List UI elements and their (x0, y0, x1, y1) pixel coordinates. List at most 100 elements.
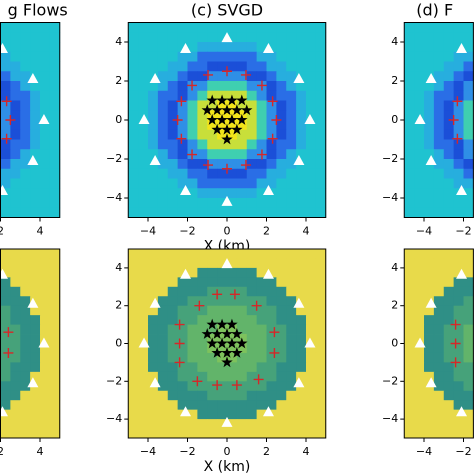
heatmap-cell (236, 188, 248, 199)
heatmap-cell (236, 409, 248, 420)
heatmap-cell (157, 42, 169, 53)
plus-marker (240, 69, 251, 80)
heatmap-cell (20, 277, 31, 288)
heatmap-cell (20, 81, 31, 92)
heatmap-cell (40, 267, 51, 278)
heatmap-cell (266, 390, 277, 401)
heatmap-cell (0, 178, 11, 189)
heatmap-cell (236, 315, 248, 325)
heatmap-cell (197, 51, 208, 62)
x-tick-label: −4 (416, 445, 432, 458)
heatmap-cell (256, 159, 267, 170)
heatmap-cell (306, 149, 317, 160)
heatmap-cell (306, 159, 317, 170)
heatmap-cell (296, 32, 307, 43)
heatmap-cell (276, 249, 287, 259)
heatmap-cell (227, 324, 238, 335)
heatmap-cell (306, 198, 317, 209)
heatmap-cell (246, 178, 258, 189)
heatmap-cell (453, 207, 464, 218)
heatmap-cell (315, 42, 327, 53)
plus-marker (251, 300, 262, 311)
heatmap-cell (167, 286, 179, 297)
heatmap-cell (443, 198, 455, 209)
heatmap-cell (256, 277, 267, 288)
plus-marker (174, 319, 185, 330)
heatmap-cell (20, 343, 31, 354)
heatmap-cell (306, 42, 317, 53)
heatmap-cell (227, 159, 238, 170)
y-tick-label: −4 (106, 412, 122, 425)
heatmap-cell (453, 90, 464, 101)
heatmap-cell (404, 381, 415, 392)
heatmap-cell (227, 428, 238, 439)
heatmap-cell (296, 409, 307, 420)
heatmap-cell (424, 149, 435, 160)
heatmap-cell (49, 381, 61, 392)
heatmap-cell (306, 129, 317, 140)
heatmap-cell (463, 207, 474, 218)
heatmap-cell (187, 324, 198, 335)
heatmap-cell (433, 343, 445, 354)
heatmap-cell (227, 362, 238, 373)
star-marker (226, 318, 238, 330)
heatmap-cell (148, 428, 159, 439)
heatmap-cell (40, 22, 51, 33)
heatmap-cell (148, 258, 159, 269)
triangle-marker (0, 184, 8, 195)
heatmap-cell (0, 120, 11, 131)
heatmap-cell (128, 296, 139, 307)
heatmap-cell (10, 428, 21, 439)
heatmap-cell (404, 149, 415, 160)
heatmap-cell (256, 334, 267, 344)
triangle-marker (27, 154, 39, 165)
heatmap-cell (227, 249, 238, 259)
x-tick-label: −2 (455, 445, 471, 458)
heatmap-cell (276, 129, 287, 140)
heatmap-cell (128, 371, 139, 382)
heatmap-cell (138, 110, 149, 121)
heatmap-cell (433, 178, 445, 189)
heatmap-cell (256, 129, 267, 140)
heatmap-cell (453, 277, 464, 288)
heatmap-cell (404, 178, 415, 189)
heatmap-cell (414, 400, 425, 411)
heatmap-cell (433, 362, 445, 373)
heatmap-cell (296, 419, 307, 429)
heatmap-cell (236, 120, 248, 131)
heatmap-cell (10, 362, 21, 373)
heatmap-cell (138, 32, 149, 43)
heatmap-cell (30, 267, 41, 278)
heatmap-cell (296, 249, 307, 259)
triangle-marker (221, 32, 233, 43)
heatmap-cell (217, 198, 228, 209)
heatmap-cell (10, 42, 21, 53)
heatmap-cell (246, 110, 258, 121)
triangle-marker (149, 297, 161, 308)
heatmap-cell (197, 100, 208, 111)
heatmap-cell (296, 371, 307, 382)
heatmap-cell (207, 296, 218, 307)
heatmap-cell (246, 22, 258, 33)
heatmap-cell (286, 120, 297, 131)
heatmap-cell (157, 207, 169, 218)
heatmap-cell (187, 22, 198, 33)
heatmap-cell (49, 61, 61, 72)
heatmap-cell (10, 207, 21, 218)
heatmap-cell (0, 149, 11, 160)
star-marker (216, 94, 228, 106)
heatmap-cell (177, 343, 188, 354)
heatmap-cell (187, 42, 198, 53)
heatmap-cell (217, 42, 228, 53)
heatmap-cell (167, 419, 179, 429)
heatmap-cell (187, 390, 198, 401)
heatmap-cell (266, 419, 277, 429)
heatmap-cell (256, 362, 267, 373)
heatmap-cell (296, 188, 307, 199)
heatmap-cell (217, 22, 228, 33)
heatmap-cell (236, 32, 248, 43)
heatmap-cell (20, 198, 31, 209)
heatmap-cell (40, 419, 51, 429)
heatmap-cell (177, 42, 188, 53)
heatmap-cell (443, 32, 455, 43)
